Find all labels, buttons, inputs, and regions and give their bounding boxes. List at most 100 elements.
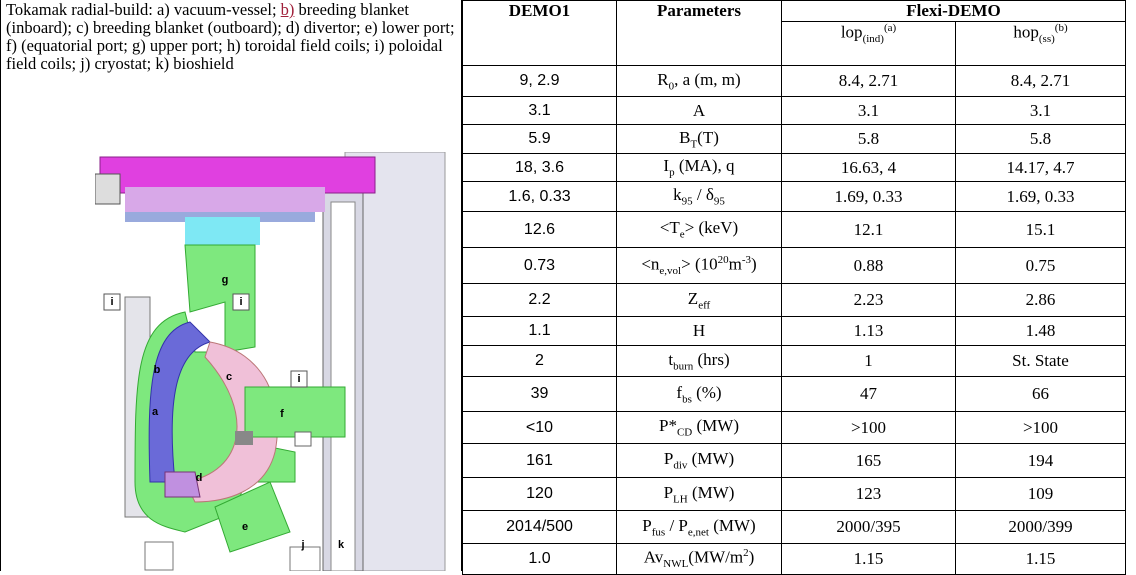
demo1-cell: 5.9 [462, 124, 617, 154]
lop-cell: 1.13 [781, 316, 956, 346]
lop-cell: 1 [781, 345, 956, 377]
text: lop [840, 22, 863, 42]
hop-cell: St. State [955, 345, 1126, 377]
subscript: CD [676, 426, 693, 439]
lop-cell: 2.23 [781, 283, 956, 317]
caption-text: b) [280, 0, 295, 19]
subscript: e,net [687, 526, 709, 539]
figure-label: b [154, 364, 161, 376]
parameter-cell: Zeff [616, 283, 782, 317]
hop-cell: 8.4, 2.71 [955, 65, 1126, 97]
superscript: -3 [741, 253, 752, 266]
tokamak-figure: abcdefghiiijk [95, 152, 457, 571]
parameter-cell: BT(T) [616, 124, 782, 154]
subscript: div [673, 459, 688, 472]
text: <n [641, 254, 660, 274]
subscript: burn [673, 360, 694, 373]
parameter-cell: P*CD (MW) [616, 411, 782, 444]
table-row: 12.6 <Te> (keV) 12.1 15.1 [462, 211, 1126, 248]
caption-text: Tokamak radial-build: a) vacuum-vessel; [6, 0, 281, 19]
header-cell: DEMO1 [462, 0, 617, 66]
text: A [692, 100, 706, 120]
text: P [642, 515, 652, 535]
demo1-cell: 2 [462, 345, 617, 377]
text: I [663, 156, 670, 176]
text: ) [748, 548, 755, 568]
label-box [290, 370, 308, 388]
figure-label: k [338, 539, 345, 551]
demo1-cell: 120 [462, 477, 617, 511]
subscript: 95 [681, 195, 693, 208]
demo1-cell: 3.1 [462, 96, 617, 125]
text: / δ [692, 185, 714, 205]
text: (MW) [687, 482, 735, 502]
parameter-cell: k95 / δ95 [616, 181, 782, 212]
text: t [668, 349, 674, 369]
subscript: (ss) [1038, 33, 1055, 46]
lop-cell: 3.1 [781, 96, 956, 125]
figure-label: a [152, 406, 159, 418]
text: P* [659, 416, 677, 436]
text: P [663, 449, 674, 469]
superscript: 20 [717, 253, 729, 266]
text: (hrs) [693, 349, 730, 369]
text: (%) [691, 382, 722, 402]
text: k [673, 185, 682, 205]
table-row: 1.6, 0.33 k95 / δ95 1.69, 0.33 1.69, 0.33 [462, 181, 1126, 212]
demo1-cell: 1.0 [462, 543, 617, 575]
hop-cell: 66 [955, 376, 1126, 412]
parameter-cell: PLH (MW) [616, 477, 782, 511]
text: P [663, 482, 674, 502]
table-row: 120 PLH (MW) 123 109 [462, 477, 1126, 511]
subscript: LH [673, 493, 688, 506]
table-row: 9, 2.9 R0, a (m, m) 8.4, 2.71 8.4, 2.71 [462, 65, 1126, 97]
text: H [692, 321, 706, 340]
hop-cell: 1.48 [955, 316, 1126, 346]
hop-cell: 2000/399 [955, 510, 1126, 544]
hop-cell: 3.1 [955, 96, 1126, 125]
figure-label: d [196, 472, 203, 484]
demo1-cell: 9, 2.9 [462, 65, 617, 97]
subscript: bs [682, 393, 692, 406]
text: (MW/m [688, 548, 744, 568]
text: (MW) [708, 515, 756, 535]
text: R [657, 69, 669, 89]
caption-text: breeding blanket (inboard); c) breeding … [6, 0, 455, 73]
table-row: 2 tburn (hrs) 1 St. State [462, 345, 1126, 377]
text: ) [751, 254, 757, 274]
table-row: 5.9 BT(T) 5.8 5.8 [462, 124, 1126, 154]
table-row: 2.2 Zeff 2.23 2.86 [462, 283, 1126, 317]
hop-cell: 0.75 [955, 247, 1126, 284]
label-box [103, 293, 121, 311]
header-row: DEMO1 Parameters Flexi-DEMO [462, 0, 1126, 66]
hop-cell: 5.8 [955, 124, 1126, 154]
figure-label: i [297, 373, 300, 385]
demo1-cell: 1.1 [462, 316, 617, 346]
demo1-cell: 1.6, 0.33 [462, 181, 617, 212]
hop-cell: 15.1 [955, 211, 1126, 248]
figure-label: g [222, 274, 229, 286]
lop-cell: 1.15 [781, 543, 956, 575]
subheader-cell: lop(ind)(a) [781, 21, 956, 66]
hop-cell: 2.86 [955, 283, 1126, 317]
figure-label: c [226, 371, 232, 383]
demo1-cell: 18, 3.6 [462, 153, 617, 182]
lop-cell: 16.63, 4 [781, 153, 956, 182]
parameter-table: DEMO1 Parameters Flexi-DEMO lop(ind)(a) hop(… [462, 0, 1126, 575]
text: (MW) [687, 449, 735, 469]
parameter-cell: A [616, 96, 782, 125]
table-row: 1.0 AvNWL(MW/m2) 1.15 1.15 [462, 543, 1126, 575]
subheader-cell: hop(ss)(b) [955, 21, 1126, 66]
parameter-cell: Pfus / Pe,net (MW) [616, 510, 782, 544]
table-row: 18, 3.6 Ip (MA), q 16.63, 4 14.17, 4.7 [462, 153, 1126, 182]
figure-cell: Tokamak radial-build: a) vacuum-vessel; … [0, 0, 462, 571]
lop-cell: 1.69, 0.33 [781, 181, 956, 212]
lop-cell: 47 [781, 376, 956, 412]
subscript: e,vol [659, 265, 682, 278]
text: / P [665, 515, 688, 535]
subscript: (ind) [862, 33, 884, 46]
parameter-cell: Ip (MA), q [616, 153, 782, 182]
hop-cell: 14.17, 4.7 [955, 153, 1126, 182]
text: (MA), q [674, 156, 735, 176]
demo1-cell: 161 [462, 443, 617, 478]
